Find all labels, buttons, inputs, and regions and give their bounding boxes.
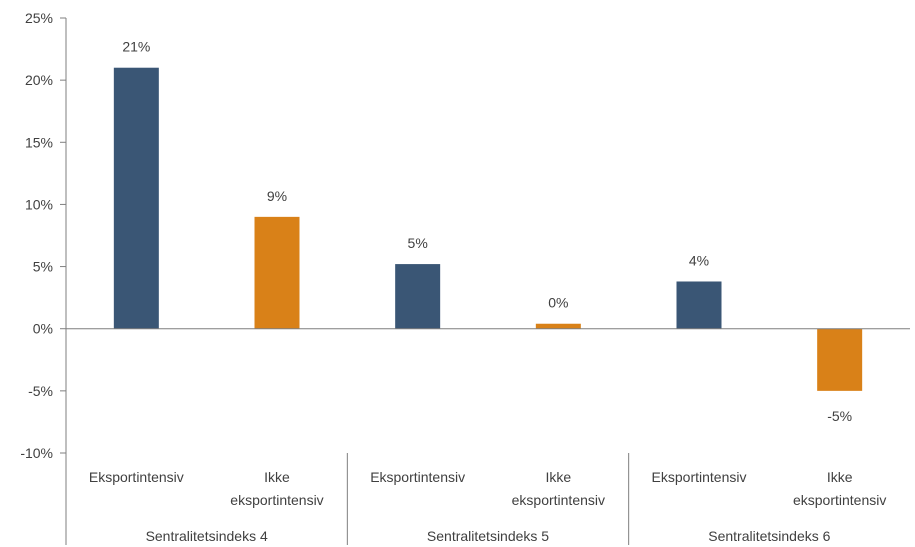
axes — [65, 18, 910, 545]
category-label: Eksportintensiv — [89, 469, 184, 485]
bar — [535, 323, 581, 329]
group-label: Sentralitetsindeks 6 — [708, 528, 830, 544]
group-label: Sentralitetsindeks 5 — [427, 528, 549, 544]
bar — [113, 67, 159, 329]
category-label: Ikke — [264, 469, 290, 485]
bar — [676, 281, 722, 329]
data-label: 9% — [267, 188, 287, 204]
y-axis: 25% 20% 15% 10% 5% 0% -5% -10% — [20, 10, 66, 461]
y-tick-label: 25% — [25, 10, 53, 26]
data-label: -5% — [827, 408, 852, 424]
bars — [113, 67, 863, 391]
y-tick-label: 15% — [25, 134, 53, 150]
bar — [817, 328, 863, 391]
data-label: 0% — [548, 295, 568, 311]
data-label: 4% — [689, 252, 709, 268]
y-tick-label: -5% — [28, 383, 53, 399]
bar — [395, 264, 441, 329]
category-label: eksportintensiv — [793, 492, 886, 508]
y-tick-label: 5% — [33, 259, 53, 275]
y-tick-label: 10% — [25, 196, 53, 212]
labels: 21% Eksportintensiv 9% Ikke eksportintensiv S… — [89, 39, 886, 544]
bar — [254, 216, 300, 329]
y-tick-label: 20% — [25, 72, 53, 88]
data-label: 5% — [408, 235, 428, 251]
y-tick-label: -10% — [20, 445, 53, 461]
category-label: Eksportintensiv — [652, 469, 747, 485]
category-label: Ikke — [827, 469, 853, 485]
y-tick-label: 0% — [33, 321, 53, 337]
category-label: eksportintensiv — [230, 492, 323, 508]
data-label: 21% — [122, 39, 150, 55]
group-label: Sentralitetsindeks 4 — [146, 528, 268, 544]
category-label: Eksportintensiv — [370, 469, 465, 485]
category-label: eksportintensiv — [512, 492, 605, 508]
category-label: Ikke — [545, 469, 571, 485]
